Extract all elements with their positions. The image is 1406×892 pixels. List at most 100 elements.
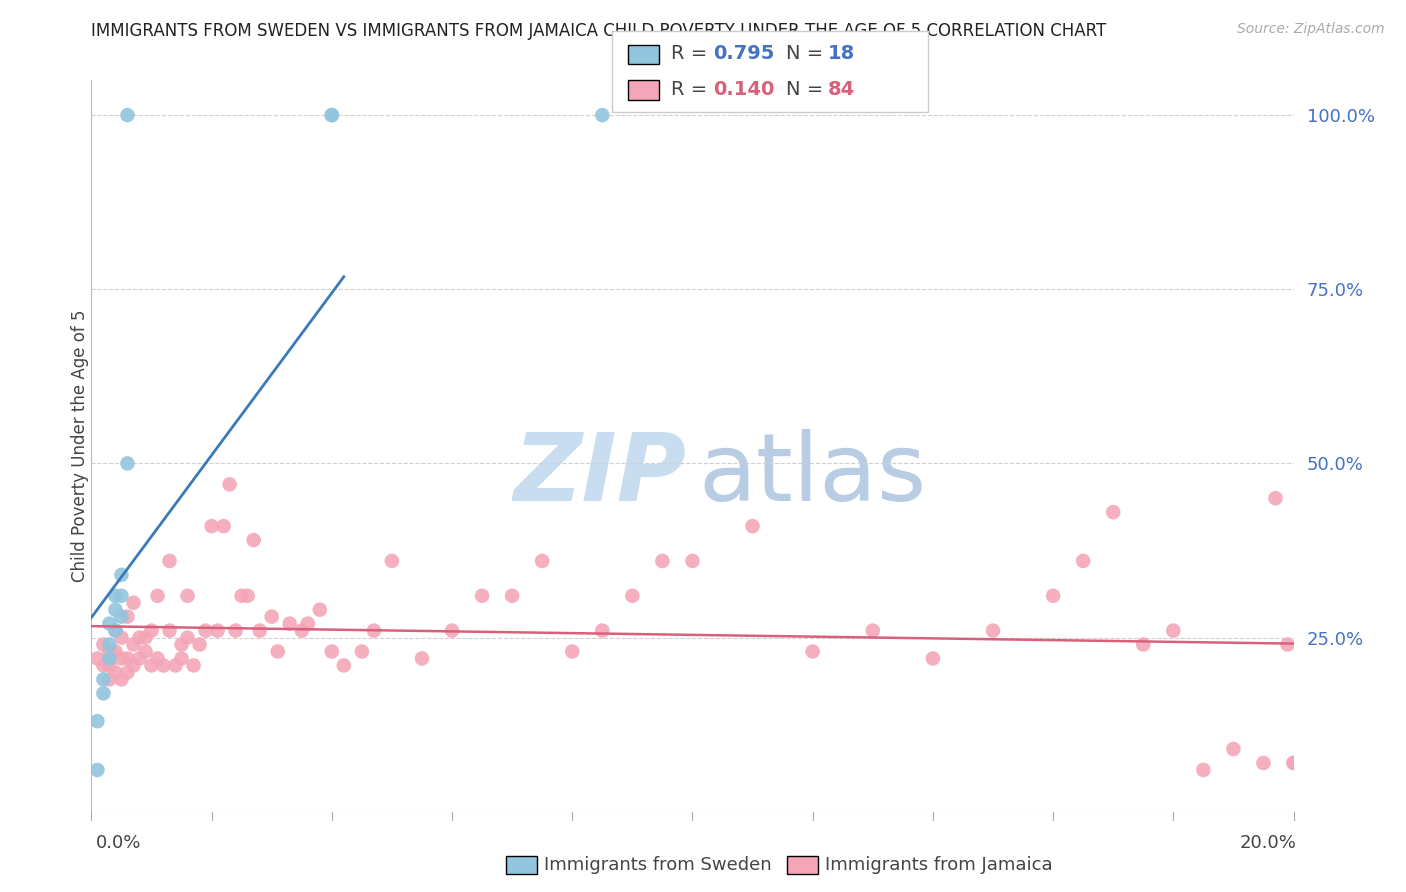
Point — [110, 567, 132, 582]
Point — [176, 631, 198, 645]
Point — [86, 651, 108, 665]
Point — [236, 589, 259, 603]
Point — [212, 519, 235, 533]
Point — [278, 616, 301, 631]
Point — [188, 638, 211, 652]
Text: Immigrants from Jamaica: Immigrants from Jamaica — [825, 856, 1053, 874]
Point — [1071, 554, 1094, 568]
Point — [267, 644, 290, 658]
Point — [98, 616, 121, 631]
Point — [98, 651, 121, 665]
Point — [93, 638, 115, 652]
Point — [1042, 589, 1064, 603]
Text: 18: 18 — [828, 45, 855, 63]
Point — [104, 589, 127, 603]
Point — [117, 651, 139, 665]
Point — [1282, 756, 1305, 770]
Point — [122, 596, 145, 610]
Point — [561, 644, 583, 658]
Point — [531, 554, 554, 568]
Point — [165, 658, 187, 673]
Point — [922, 651, 945, 665]
Point — [104, 665, 127, 680]
Point — [159, 554, 181, 568]
Point — [501, 589, 523, 603]
Point — [104, 624, 127, 638]
Point — [363, 624, 385, 638]
Point — [1222, 742, 1244, 756]
Point — [621, 589, 644, 603]
Point — [159, 624, 181, 638]
Point — [350, 644, 373, 658]
Point — [194, 624, 217, 638]
Point — [218, 477, 240, 491]
Point — [110, 631, 132, 645]
Point — [98, 644, 121, 658]
Point — [1264, 491, 1286, 506]
Point — [1277, 638, 1299, 652]
Point — [381, 554, 404, 568]
Point — [207, 624, 229, 638]
Point — [98, 638, 121, 652]
Point — [291, 624, 314, 638]
Point — [1132, 638, 1154, 652]
Point — [862, 624, 884, 638]
Point — [231, 589, 253, 603]
Point — [152, 658, 174, 673]
Point — [981, 624, 1004, 638]
Point — [1192, 763, 1215, 777]
Text: ZIP: ZIP — [513, 429, 686, 521]
Point — [86, 763, 108, 777]
Point — [801, 644, 824, 658]
Point — [141, 624, 163, 638]
Point — [651, 554, 673, 568]
Point — [242, 533, 264, 547]
Point — [134, 644, 156, 658]
Point — [128, 651, 150, 665]
Point — [321, 108, 343, 122]
Text: 0.0%: 0.0% — [96, 834, 141, 852]
Point — [104, 603, 127, 617]
Point — [122, 658, 145, 673]
Point — [741, 519, 763, 533]
Text: R =: R = — [671, 45, 713, 63]
Point — [260, 609, 283, 624]
Point — [134, 631, 156, 645]
Point — [104, 644, 127, 658]
Text: 0.795: 0.795 — [713, 45, 775, 63]
Point — [141, 658, 163, 673]
Point — [249, 624, 271, 638]
Point — [1253, 756, 1275, 770]
Text: Immigrants from Sweden: Immigrants from Sweden — [544, 856, 772, 874]
Text: atlas: atlas — [699, 429, 927, 521]
Point — [321, 644, 343, 658]
Point — [411, 651, 433, 665]
Point — [681, 554, 703, 568]
Point — [98, 658, 121, 673]
Point — [146, 651, 169, 665]
Point — [170, 651, 193, 665]
Text: R =: R = — [671, 79, 713, 98]
Point — [122, 638, 145, 652]
Point — [176, 589, 198, 603]
Point — [117, 609, 139, 624]
Point — [93, 686, 115, 700]
Point — [128, 631, 150, 645]
Point — [308, 603, 330, 617]
Point — [104, 624, 127, 638]
Text: 20.0%: 20.0% — [1240, 834, 1296, 852]
Point — [110, 609, 132, 624]
Text: 0.140: 0.140 — [713, 79, 775, 98]
Point — [170, 638, 193, 652]
Text: Source: ZipAtlas.com: Source: ZipAtlas.com — [1237, 22, 1385, 37]
Text: N =: N = — [786, 79, 830, 98]
Text: N =: N = — [786, 45, 830, 63]
Y-axis label: Child Poverty Under the Age of 5: Child Poverty Under the Age of 5 — [72, 310, 89, 582]
Point — [110, 651, 132, 665]
Point — [333, 658, 356, 673]
Point — [471, 589, 494, 603]
Point — [1161, 624, 1184, 638]
Point — [591, 108, 613, 122]
Point — [225, 624, 247, 638]
Text: IMMIGRANTS FROM SWEDEN VS IMMIGRANTS FROM JAMAICA CHILD POVERTY UNDER THE AGE OF: IMMIGRANTS FROM SWEDEN VS IMMIGRANTS FRO… — [91, 22, 1107, 40]
